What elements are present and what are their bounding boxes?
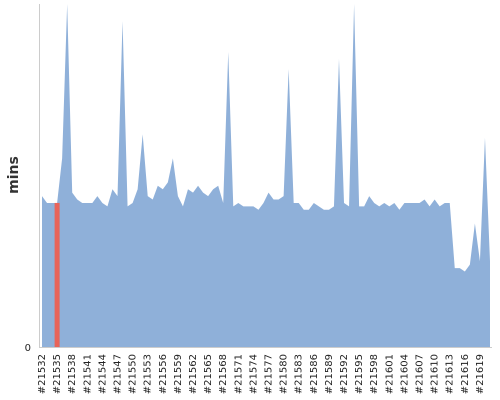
x-tick-label: #21535 [52,354,63,394]
x-tick-label: #21613 [445,354,456,394]
x-tick-label: #21550 [128,354,139,394]
x-tick-label: #21574 [248,354,259,394]
x-tick-label: #21604 [399,354,410,394]
x-tick-label: #21586 [309,354,320,394]
y-tick-label: 0 [25,343,31,354]
x-tick-label: #21571 [233,354,244,394]
x-tick-label: #21541 [82,354,93,394]
x-tick-label: #21559 [173,354,184,394]
x-tick-label: #21580 [279,354,290,394]
x-tick-label: #21595 [354,354,365,394]
x-tick-label: #21601 [384,354,395,394]
series-area [42,4,490,347]
plot-area [42,4,490,347]
highlight-bar[interactable] [54,202,60,347]
x-tick-label: #21544 [97,354,108,394]
x-tick-label: #21562 [188,354,199,394]
x-tick-label: #21538 [67,354,78,394]
y-axis-label: mins [6,156,22,194]
x-tick-label: #21583 [294,354,305,394]
x-tick-label: #21553 [143,354,154,394]
x-tick-label: #21556 [158,354,169,394]
x-tick-label: #21589 [324,354,335,394]
x-tick-label: #21619 [475,354,486,394]
x-tick-labels: #21532 #21535 #21538 #21541 #21544 #21547 #215… [37,354,486,394]
x-tick-label: #21532 [37,354,48,394]
x-tick-label: #21592 [339,354,350,394]
x-tick-label: #21568 [218,354,229,394]
x-tick-label: #21577 [264,354,275,394]
x-tick-label: #21616 [460,354,471,394]
x-tick-label: #21607 [415,354,426,394]
x-tick-label: #21610 [430,354,441,394]
x-tick-label: #21547 [113,354,124,394]
x-tick-label: #21565 [203,354,214,394]
x-tick-label: #21598 [369,354,380,394]
